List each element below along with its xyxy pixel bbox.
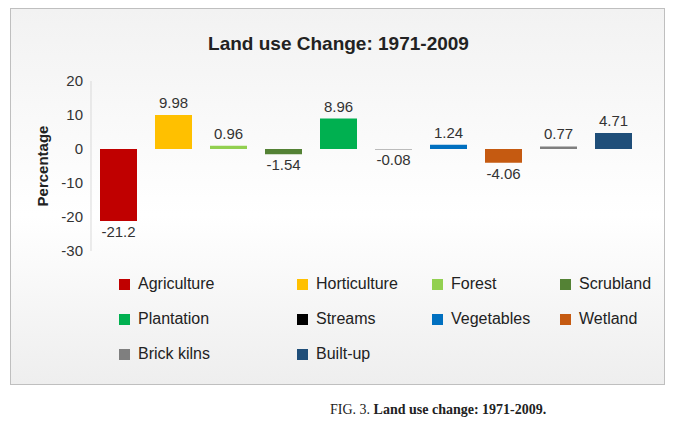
svg-text:-21.2: -21.2: [101, 223, 135, 240]
html-text:FIG. 3. Land use change: 1971-: FIG. 3. Land use change: 1971-2009.: [330, 402, 547, 417]
svg-text:-4.06: -4.06: [486, 165, 520, 182]
html-text:Streams: Streams: [316, 310, 376, 327]
html-text:Built-up: Built-up: [316, 345, 371, 362]
svg-text:9.98: 9.98: [159, 94, 188, 111]
html-text:Scrubland: Scrubland: [579, 275, 651, 292]
html-text:Agriculture: Agriculture: [138, 275, 215, 292]
html-text:Land use Change: 1971-2009: Land use Change: 1971-2009: [208, 33, 469, 54]
svg-text:8.96: 8.96: [324, 98, 353, 115]
svg-text:Percentage: Percentage: [34, 126, 51, 207]
html-text:Plantation: Plantation: [138, 310, 210, 327]
svg-text:20: 20: [66, 72, 83, 89]
html-text:Wetland: Wetland: [579, 310, 638, 327]
svg-text:-0.08: -0.08: [376, 151, 410, 168]
svg-text:0.77: 0.77: [544, 125, 573, 142]
svg-text:0.96: 0.96: [214, 125, 243, 142]
svg-text:4.71: 4.71: [599, 112, 628, 129]
html-text:Brick kilns: Brick kilns: [138, 345, 210, 362]
svg-text:-10: -10: [61, 174, 83, 191]
svg-text:1.24: 1.24: [434, 124, 463, 141]
html-text:Vegetables: Vegetables: [451, 310, 531, 327]
svg-text:-1.54: -1.54: [266, 156, 300, 173]
svg-text:10: 10: [66, 106, 83, 123]
svg-text:-20: -20: [61, 208, 83, 225]
svg-text:-30: -30: [61, 242, 83, 259]
html-text:Forest: Forest: [451, 275, 497, 292]
svg-text:0: 0: [75, 140, 83, 157]
html-text:Horticulture: Horticulture: [316, 275, 398, 292]
